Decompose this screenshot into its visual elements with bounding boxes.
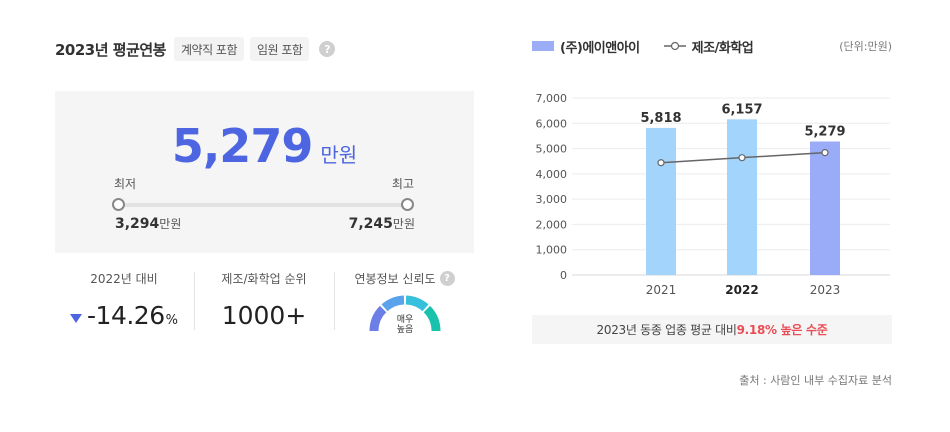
average-salary: 5,279 만원 xyxy=(55,119,474,173)
rank-value: 1000+ xyxy=(221,301,307,330)
max-salary: 7,245만원 xyxy=(349,215,415,232)
legend-company: (주)에이앤아이 xyxy=(560,40,640,56)
max-label: 최고 xyxy=(391,177,414,191)
down-arrow-icon xyxy=(70,314,83,323)
salary-range-track xyxy=(117,203,407,207)
average-salary-unit: 만원 xyxy=(320,143,358,167)
legend-bar-swatch xyxy=(532,41,554,51)
line-point xyxy=(738,154,746,162)
gauge-segment xyxy=(369,305,387,332)
chip-executive-included: 임원 포함 xyxy=(250,37,310,61)
min-salary-value: 3,294 xyxy=(115,216,160,232)
trust-label-row: 연봉정보 신뢰도 ? xyxy=(335,270,474,287)
rank-label: 제조/화학업 순위 xyxy=(221,272,307,286)
trust-label: 연봉정보 신뢰도 xyxy=(354,272,436,286)
industry-line-series xyxy=(657,149,829,167)
bar-value-label: 5,818 xyxy=(640,111,681,126)
y-tick-label: 3,000 xyxy=(536,193,568,206)
salary-stats: 2022년 대비 -14.26 % 제조/화학업 순위 1000+ 연봉정보 신… xyxy=(55,270,474,335)
max-salary-value: 7,245 xyxy=(348,216,393,232)
y-tick-label: 6,000 xyxy=(536,117,568,130)
trust-text-line1: 매우 xyxy=(397,314,414,325)
comparison-note-highlight: 9.18% 높은 수준 xyxy=(736,323,828,337)
yoy-value: -14.26 % xyxy=(55,301,193,330)
legend-industry: 제조/화학업 xyxy=(691,40,754,56)
gauge-segment xyxy=(423,305,441,332)
bar-2022 xyxy=(727,119,757,275)
y-axis-ticks: 0 1,000 2,000 3,000 4,000 5,000 6,000 7,000 xyxy=(536,92,568,282)
salary-chart: 0 1,000 2,000 3,000 4,000 5,000 6,000 7,000 5,8… xyxy=(536,92,890,297)
trust-text-line2: 높음 xyxy=(397,324,414,334)
bar-value-label: 6,157 xyxy=(721,102,762,117)
min-label: 최저 xyxy=(114,177,137,191)
chart-bars xyxy=(646,119,840,275)
chip-contract-included: 계약직 포함 xyxy=(173,37,244,61)
y-tick-label: 2,000 xyxy=(536,218,568,231)
line-point xyxy=(657,159,665,167)
bar-2021 xyxy=(646,127,676,275)
source-note: 출처 : 사람인 내부 수집자료 분석 xyxy=(739,374,892,387)
stat-divider xyxy=(334,272,335,330)
yoy-number: -14.26 xyxy=(87,301,165,330)
max-salary-unit: 만원 xyxy=(392,217,415,231)
trust-stat: 연봉정보 신뢰도 ? 매우 높음 xyxy=(335,270,474,335)
trust-help-icon[interactable]: ? xyxy=(439,271,455,286)
x-tick-label: 2021 xyxy=(646,283,677,297)
yoy-unit: % xyxy=(165,313,178,328)
y-tick-label: 5,000 xyxy=(536,143,568,156)
y-tick-label: 4,000 xyxy=(536,168,568,181)
comparison-note: 2023년 동종 업종 평균 대비 9.18% 높은 수준 xyxy=(532,315,892,344)
trust-gauge: 매우 높음 xyxy=(369,295,441,334)
average-salary-box: 5,279 만원 최저 최고 3,294만원 7,245만원 xyxy=(55,91,474,253)
average-salary-value: 5,279 xyxy=(171,119,314,173)
bar-value-label: 5,279 xyxy=(804,125,845,140)
x-tick-label: 2022 xyxy=(725,283,758,297)
y-tick-label: 1,000 xyxy=(536,244,568,257)
chart-legend: (주)에이앤아이 제조/화학업 xyxy=(532,37,754,56)
unit-note: (단위:만원) xyxy=(839,40,892,53)
help-icon[interactable]: ? xyxy=(319,41,336,57)
bar-labels: 5,818 6,157 5,279 xyxy=(640,102,845,139)
y-tick-label: 0 xyxy=(560,269,567,282)
bar-2023 xyxy=(810,141,840,275)
stat-divider xyxy=(194,272,195,330)
gauge-segment xyxy=(381,295,405,312)
range-max-knob xyxy=(401,198,414,211)
min-salary: 3,294만원 xyxy=(115,215,181,232)
rank-stat: 제조/화학업 순위 1000+ xyxy=(195,270,333,335)
y-tick-label: 7,000 xyxy=(536,92,568,105)
line-point xyxy=(821,149,829,157)
salary-header: 2023년 평균연봉 계약직 포함 임원 포함 ? xyxy=(55,36,336,62)
x-axis-ticks: 2021 2022 2023 xyxy=(646,283,841,297)
legend-line-icon xyxy=(663,41,686,51)
min-salary-unit: 만원 xyxy=(159,217,182,231)
gauge-segment xyxy=(405,295,429,312)
range-min-knob xyxy=(112,198,125,211)
yoy-stat: 2022년 대비 -14.26 % xyxy=(55,270,193,335)
page-title: 2023년 평균연봉 xyxy=(55,40,166,59)
x-tick-label: 2023 xyxy=(810,283,841,297)
yoy-label: 2022년 대비 xyxy=(90,272,158,286)
comparison-note-text: 2023년 동종 업종 평균 대비 xyxy=(596,323,737,337)
